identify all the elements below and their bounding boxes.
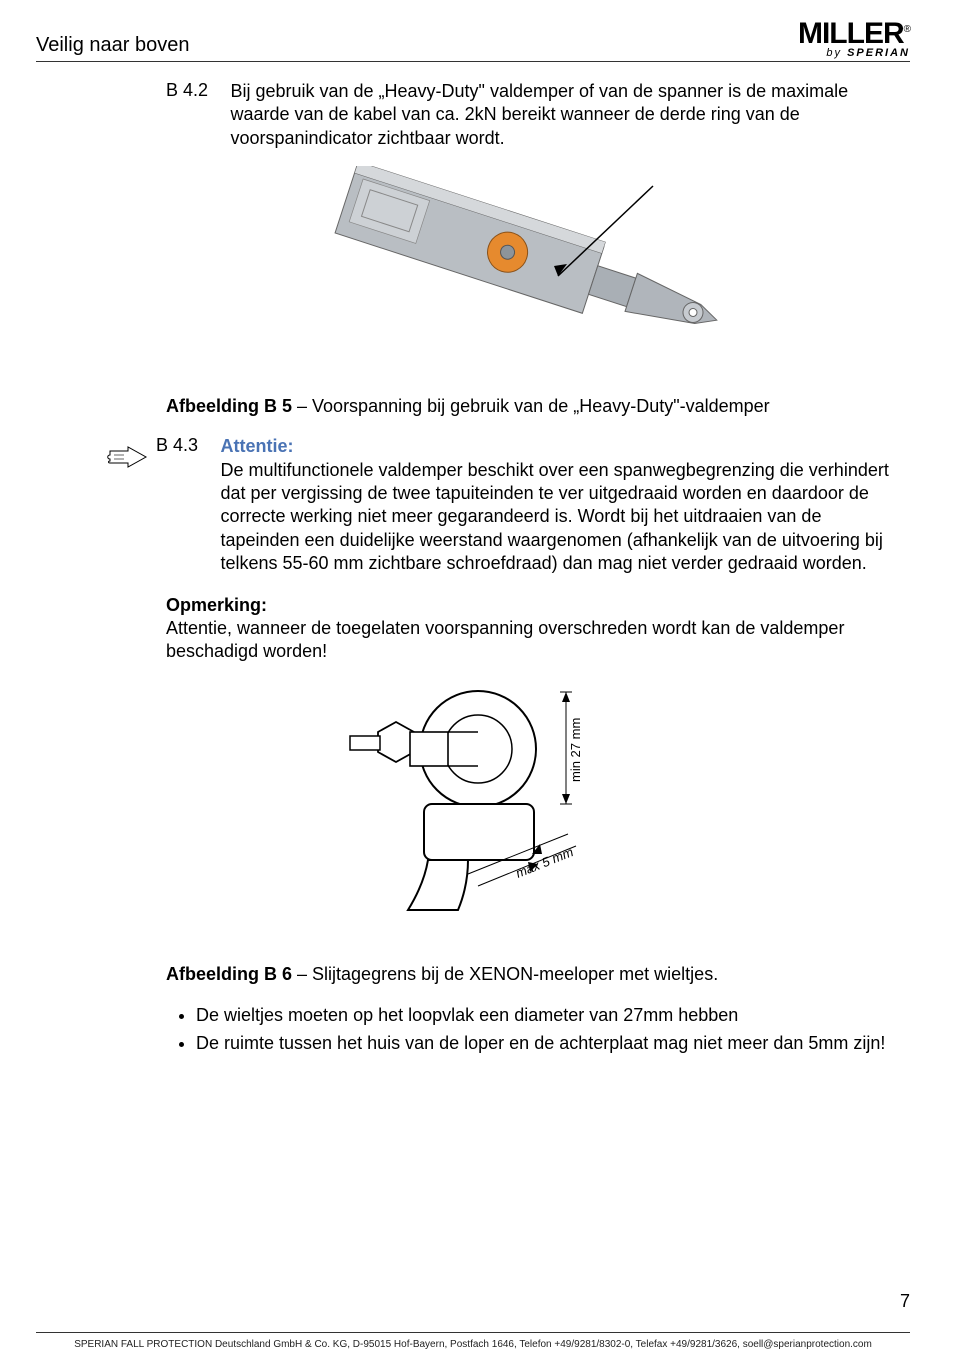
b42-text: Bij gebruik van de „Heavy-Duty" valdempe… (230, 80, 898, 150)
page-number: 7 (900, 1291, 910, 1312)
page-header: Veilig naar boven MILLER® by SPERIAN (36, 20, 910, 62)
b43-text: De multifunctionele valdemper beschikt o… (220, 460, 888, 574)
figure-b6-caption-bold: Afbeelding B 6 (166, 964, 292, 984)
b43-number: B 4.3 (156, 435, 216, 456)
b42-number: B 4.2 (166, 80, 226, 101)
pointing-hand-icon (106, 435, 156, 482)
list-item: De ruimte tussen het huis van de loper e… (196, 1031, 900, 1055)
logo-main-text: MILLER (798, 17, 904, 50)
opmerking-block: Opmerking: Attentie, wanneer de toegelat… (166, 594, 900, 664)
opmerking-label: Opmerking: (166, 595, 267, 615)
opmerking-text: Attentie, wanneer de toegelaten voorspan… (166, 618, 844, 661)
figure-b5-caption-rest: – Voorspanning bij gebruik van de „Heavy… (292, 396, 770, 416)
list-item: De wieltjes moeten op het loopvlak een d… (196, 1003, 900, 1027)
header-title: Veilig naar boven (36, 34, 189, 61)
figure-b5-caption: Afbeelding B 5 – Voorspanning bij gebrui… (166, 396, 900, 417)
figure-b6-caption: Afbeelding B 6 – Slijtagegrens bij de XE… (166, 964, 900, 985)
logo-sub-prefix: by (826, 47, 847, 59)
brand-logo: MILLER® by SPERIAN (798, 20, 910, 61)
page-footer: SPERIAN FALL PROTECTION Deutschland GmbH… (36, 1332, 910, 1350)
b43-attentie-label: Attentie: (220, 436, 293, 456)
section-b42: B 4.2 Bij gebruik van de „Heavy-Duty" va… (166, 80, 900, 150)
logo-registered: ® (904, 24, 910, 35)
figure-b6: min 27 mm max 5 mm (36, 674, 910, 944)
figure-b6-caption-rest: – Slijtagegrens bij de XENON-meeloper me… (292, 964, 718, 984)
bullet-list: De wieltjes moeten op het loopvlak een d… (196, 1003, 900, 1056)
dim-min-27: min 27 mm (568, 717, 583, 781)
section-b43: B 4.3 Attentie: De multifunctionele vald… (106, 435, 900, 575)
figure-b5 (166, 166, 900, 376)
figure-b5-caption-bold: Afbeelding B 5 (166, 396, 292, 416)
logo-sub-brand: SPERIAN (847, 47, 910, 59)
